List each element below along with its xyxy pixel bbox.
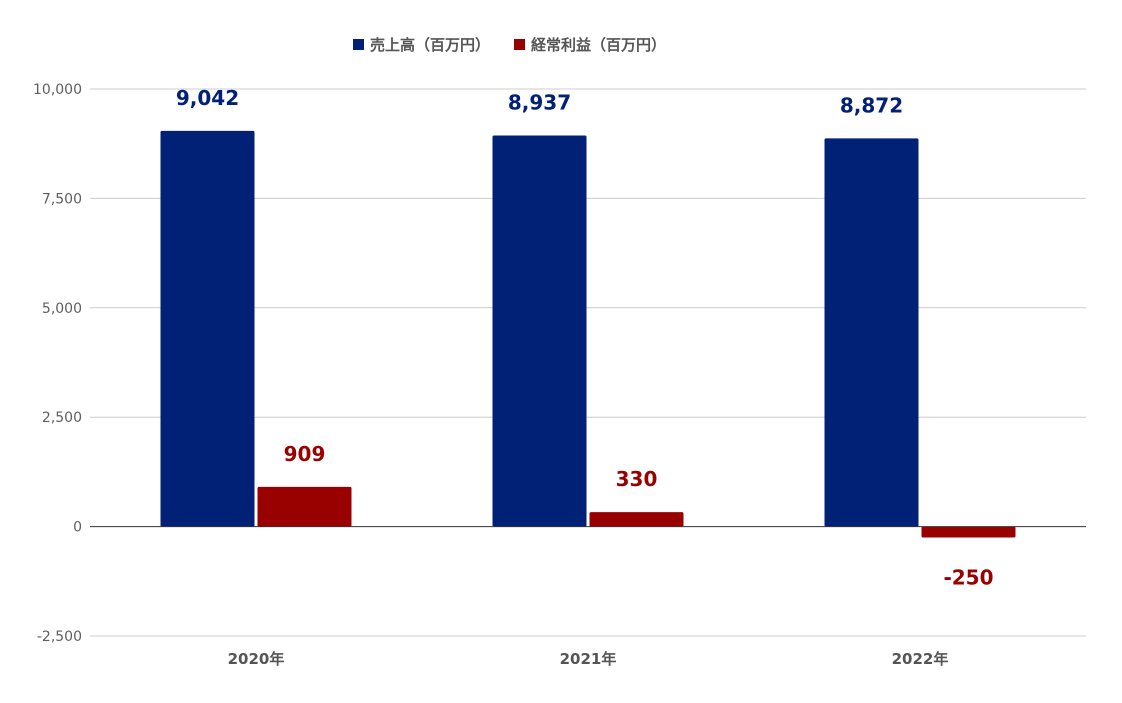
legend-label-1: 売上高（百万円）: [370, 36, 490, 54]
y-axis-ticks: -2,500 0 2,500 5,000 7,500 10,000: [33, 82, 82, 645]
data-label: 909: [284, 442, 326, 466]
legend-label-2: 経常利益（百万円）: [531, 36, 666, 54]
bars: [160, 130, 1016, 538]
x-category-label: 2022年: [892, 650, 949, 668]
data-label: 8,872: [840, 93, 903, 117]
data-labels: 9,042 909 8,937 330 8,872 -250: [176, 86, 994, 590]
y-tick-label: 5,000: [42, 301, 82, 317]
legend: 売上高（百万円） 経常利益（百万円）: [353, 36, 666, 54]
y-tick-label: -2,500: [37, 629, 82, 645]
bar-2021年-series-1: [492, 135, 587, 527]
data-label: 8,937: [508, 91, 571, 115]
x-axis-categories: 2020年 2021年 2022年: [228, 650, 949, 668]
bar-2022年-series-1: [824, 138, 919, 527]
y-tick-label: 10,000: [33, 82, 82, 98]
bar-2020年-series-1: [160, 130, 255, 527]
data-label: -250: [943, 566, 993, 590]
x-category-label: 2021年: [560, 650, 617, 668]
y-tick-label: 7,500: [42, 191, 82, 207]
gridlines: [90, 88, 1086, 637]
bar-2020年-series-2: [257, 486, 352, 527]
y-tick-label: 2,500: [42, 410, 82, 426]
y-tick-label: 0: [73, 520, 82, 536]
legend-swatch-2: [514, 39, 525, 50]
bar-2022年-series-2: [921, 526, 1016, 538]
bar-2021年-series-2: [589, 512, 684, 527]
legend-swatch-1: [353, 39, 364, 50]
data-label: 330: [616, 467, 658, 491]
x-category-label: 2020年: [228, 650, 285, 668]
data-label: 9,042: [176, 86, 239, 110]
